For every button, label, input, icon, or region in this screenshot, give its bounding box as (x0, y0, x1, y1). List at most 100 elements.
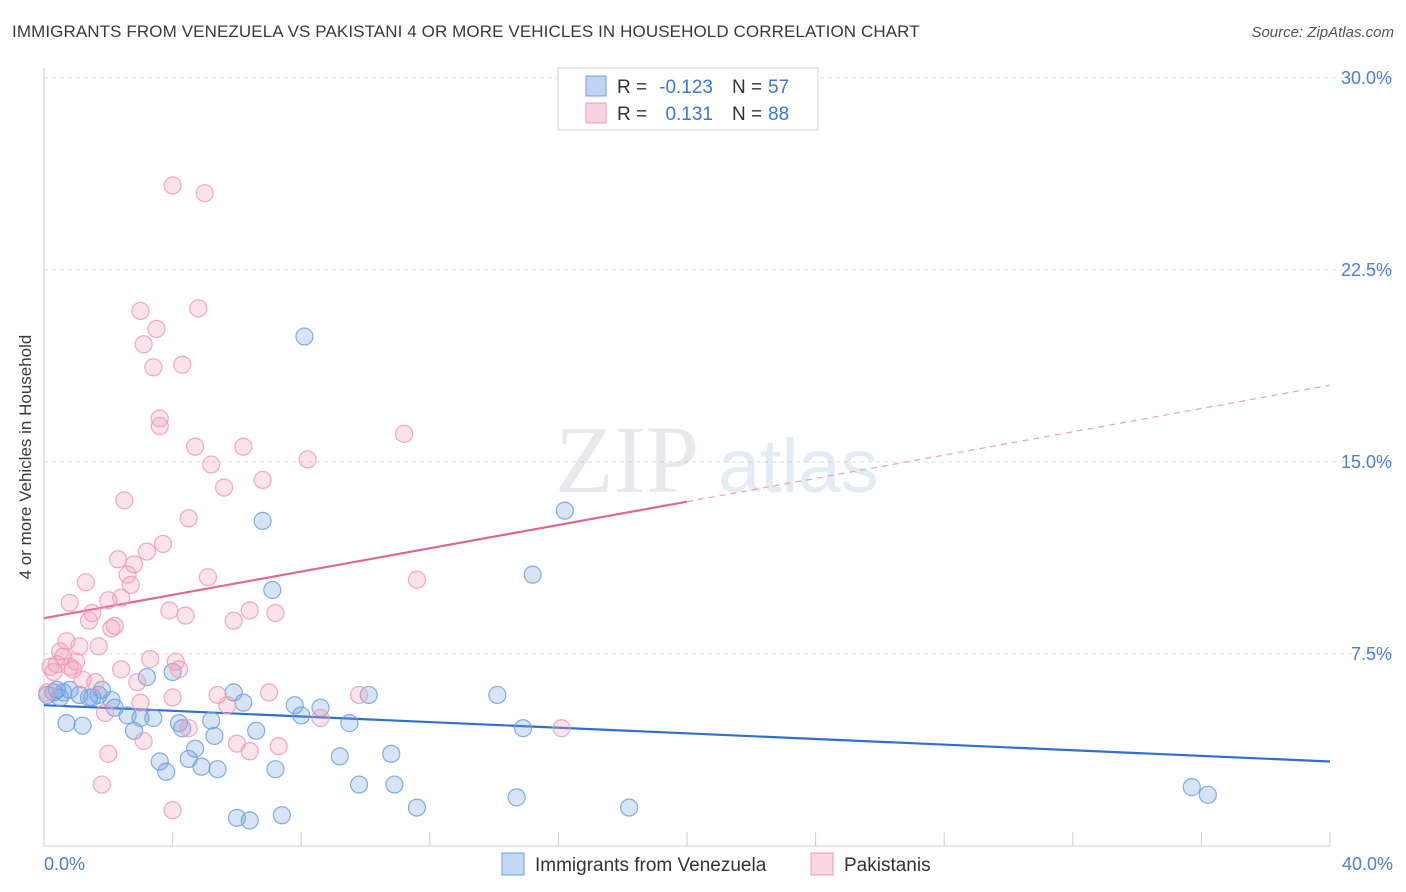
point-pakistanis (153, 534, 173, 554)
stats-r-label: R = (617, 77, 647, 98)
point-pakistanis (134, 731, 153, 751)
point-pakistanis (76, 573, 95, 592)
point-pakistanis (394, 424, 414, 443)
point-venezuela (359, 685, 378, 705)
tick-labels: 7.5% 15.0% 22.5% 30.0% 0.0% 40.0% (44, 68, 1393, 874)
point-pakistanis (99, 744, 118, 763)
point-pakistanis (218, 696, 237, 715)
point-pakistanis (95, 703, 115, 722)
chart-title: IMMIGRANTS FROM VENEZUELA VS PAKISTANI 4… (12, 22, 920, 41)
point-pakistanis (179, 719, 198, 738)
stats-r-value: -0.123 (659, 77, 713, 98)
stats-r-value: 0.131 (665, 104, 713, 125)
point-venezuela (57, 714, 76, 733)
point-venezuela (266, 760, 285, 779)
point-pakistanis (189, 299, 208, 318)
point-pakistanis (240, 601, 259, 620)
point-venezuela (60, 680, 79, 699)
point-pakistanis (253, 470, 272, 490)
grid-lines (44, 77, 1392, 655)
point-pakistanis (163, 176, 182, 195)
point-pakistanis (115, 491, 134, 510)
point-pakistanis (214, 478, 234, 497)
point-pakistanis (311, 708, 330, 728)
point-pakistanis (176, 606, 195, 625)
point-pakistanis (259, 683, 279, 702)
point-venezuela (1182, 778, 1201, 797)
axes (43, 68, 1331, 847)
point-venezuela (285, 696, 304, 715)
point-pakistanis (202, 455, 221, 474)
trend-line (43, 704, 1331, 763)
watermark-atlas: atlas (718, 424, 879, 509)
y-tick-label: 22.5% (1341, 260, 1392, 280)
x-tick-label: 0.0% (44, 854, 85, 874)
y-tick-label: 30.0% (1341, 68, 1392, 88)
point-pakistanis (240, 742, 259, 761)
point-venezuela (507, 788, 526, 807)
point-venezuela (1198, 785, 1217, 804)
point-pakistanis (163, 688, 182, 707)
point-pakistanis (298, 450, 317, 469)
point-venezuela (340, 714, 359, 733)
point-pakistanis (407, 570, 427, 589)
point-pakistanis (147, 319, 166, 338)
point-pakistanis (124, 555, 144, 574)
point-venezuela (382, 744, 401, 763)
point-venezuela (488, 685, 507, 705)
stats-r-label: R = (617, 104, 647, 125)
stats-n-value: 88 (768, 104, 789, 125)
point-pakistanis (121, 575, 140, 594)
point-venezuela (169, 714, 189, 733)
point-pakistanis (186, 437, 205, 456)
point-pakistanis (38, 683, 57, 702)
point-venezuela (330, 747, 349, 766)
point-pakistanis (169, 660, 189, 679)
point-venezuela (263, 580, 282, 600)
trend-line (43, 500, 688, 620)
point-venezuela (620, 798, 639, 817)
point-pakistanis (137, 542, 156, 561)
series-legend: Immigrants from Venezuela Pakistanis (501, 852, 931, 876)
point-pakistanis (269, 737, 288, 756)
stats-legend-box (557, 67, 819, 131)
point-venezuela (73, 716, 92, 735)
stats-n-label: N = (732, 77, 762, 98)
point-venezuela (295, 327, 314, 346)
point-pakistanis (60, 593, 79, 612)
point-pakistanis (118, 565, 137, 584)
point-pakistanis (89, 637, 108, 656)
point-venezuela (205, 726, 224, 746)
point-pakistanis (234, 437, 253, 456)
watermark-zip: ZIP (555, 406, 699, 513)
point-venezuela (311, 698, 330, 717)
y-tick-label: 15.0% (1341, 452, 1392, 472)
point-pakistanis (150, 417, 169, 436)
point-venezuela (407, 798, 427, 817)
point-pakistanis (83, 603, 102, 623)
point-pakistanis (102, 619, 121, 638)
stats-legend-swatch (585, 75, 607, 97)
stats-legend-swatch (585, 102, 607, 124)
point-venezuela (292, 706, 311, 725)
point-pakistanis (266, 603, 285, 623)
point-pakistanis (163, 801, 182, 820)
point-pakistanis (134, 335, 153, 354)
point-venezuela (192, 757, 211, 776)
point-pakistanis (128, 673, 147, 692)
point-venezuela (131, 708, 150, 728)
point-pakistanis (140, 650, 160, 669)
point-venezuela (150, 752, 169, 771)
series-legend-label: Pakistanis (844, 855, 931, 876)
point-venezuela (247, 721, 266, 740)
stats-n-value: 57 (768, 77, 789, 98)
series-legend-label: Immigrants from Venezuela (535, 855, 767, 876)
series-legend-swatch (501, 852, 525, 876)
point-pakistanis (224, 611, 243, 630)
trend-lines (43, 384, 1331, 763)
stats-n-label: N = (732, 104, 762, 125)
point-pakistanis (160, 601, 179, 620)
watermark: ZIP atlas (555, 406, 879, 513)
point-pakistanis (198, 568, 218, 587)
